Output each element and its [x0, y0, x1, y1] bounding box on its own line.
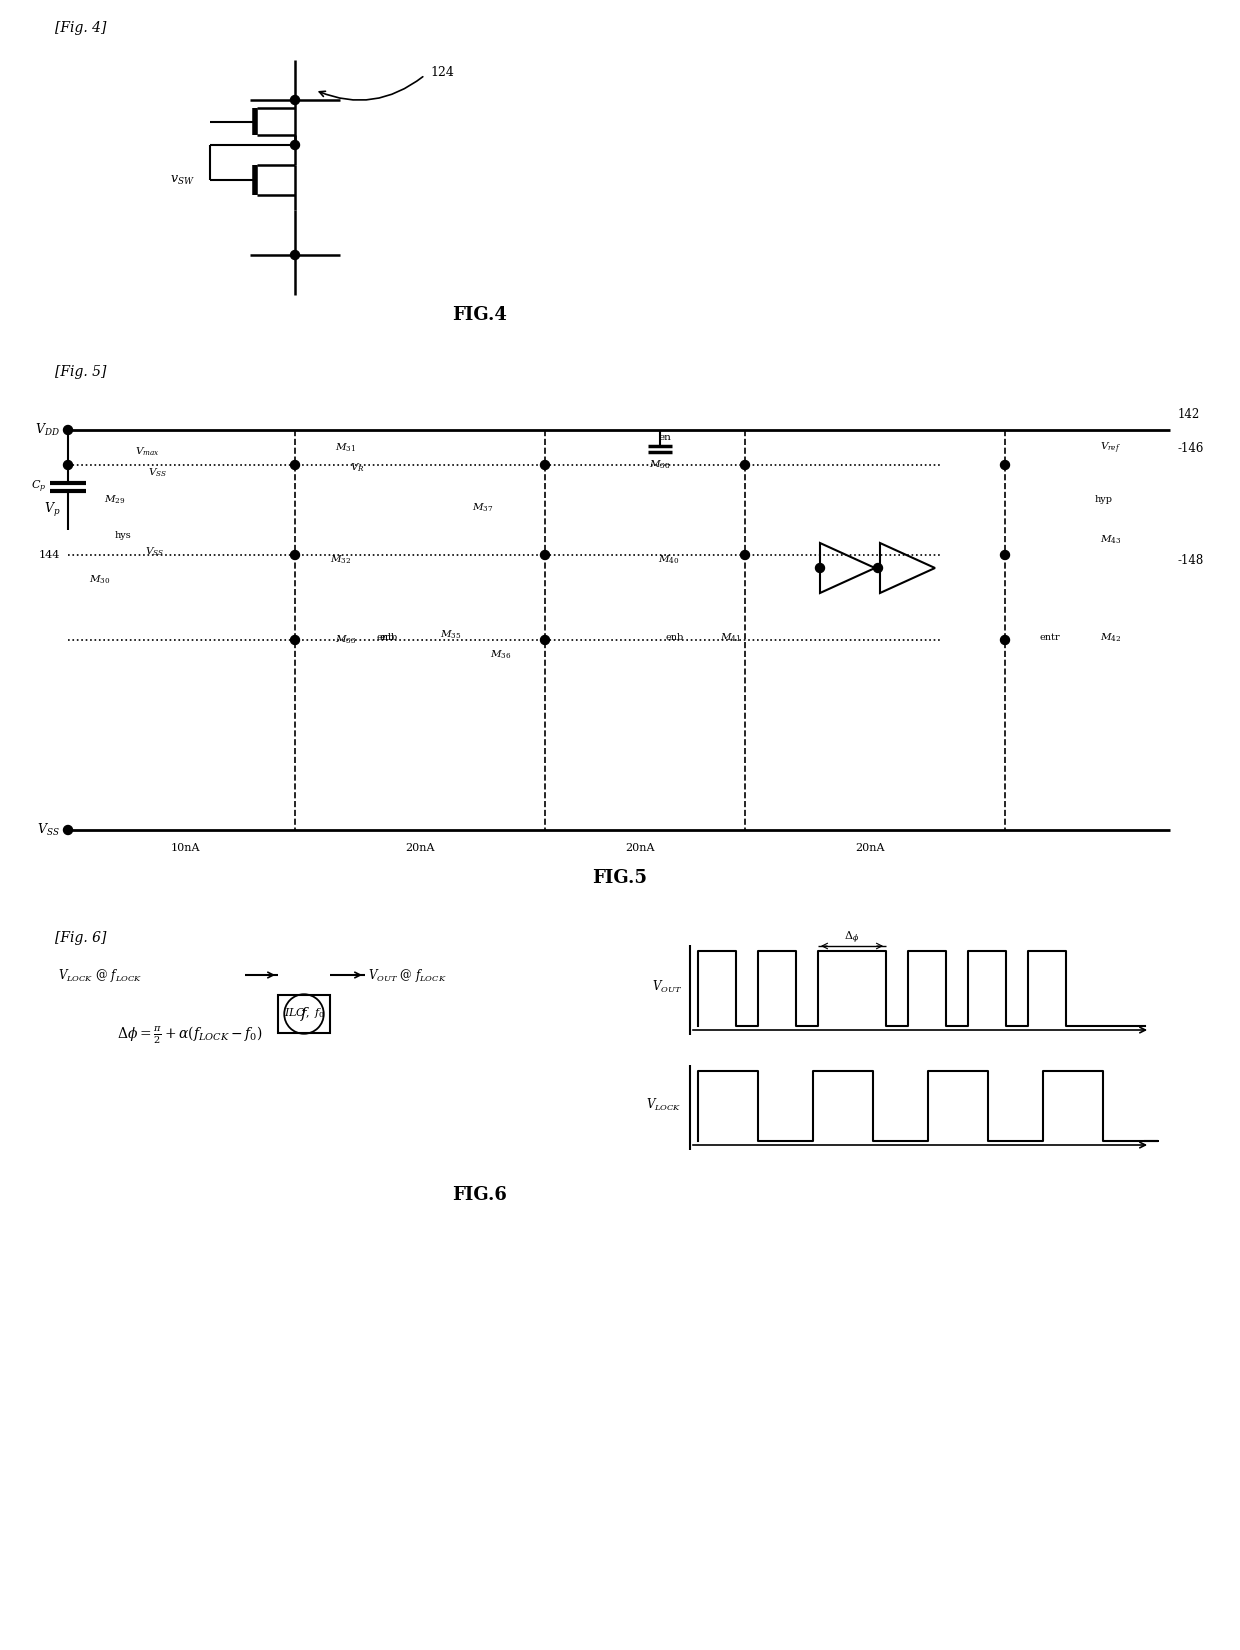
- Text: $M_{29}$: $M_{29}$: [104, 493, 125, 507]
- Text: FIG.5: FIG.5: [593, 870, 647, 888]
- Text: hyp: hyp: [1095, 495, 1114, 505]
- Bar: [278, 995, 330, 1033]
- Text: $M_{32}$: $M_{32}$: [330, 554, 351, 566]
- Circle shape: [63, 460, 72, 470]
- Text: $C_p$: $C_p$: [31, 478, 46, 495]
- Text: $V_{max}$: $V_{max}$: [135, 446, 160, 459]
- Text: -146: -146: [1178, 442, 1204, 454]
- Circle shape: [290, 635, 300, 645]
- Text: 20nA: 20nA: [625, 843, 655, 853]
- Circle shape: [541, 460, 549, 470]
- Circle shape: [541, 551, 549, 559]
- Text: $ILO,\ f_0$: $ILO,\ f_0$: [284, 1006, 325, 1020]
- Text: 124: 124: [430, 66, 454, 79]
- Text: 142: 142: [1178, 409, 1200, 421]
- Text: 10nA: 10nA: [170, 843, 200, 853]
- Text: entr: entr: [1040, 634, 1060, 642]
- Text: $V_{LOCK}\ @\ f_{LOCK}$: $V_{LOCK}\ @\ f_{LOCK}$: [58, 967, 143, 983]
- Circle shape: [1001, 460, 1009, 470]
- Text: FIG.6: FIG.6: [453, 1186, 507, 1204]
- Text: [Fig. 6]: [Fig. 6]: [55, 931, 107, 945]
- Text: $M_{42}$: $M_{42}$: [1100, 632, 1121, 644]
- Text: $V_p$: $V_p$: [43, 502, 60, 520]
- Text: $M_{37}$: $M_{37}$: [472, 502, 494, 515]
- Text: $\Delta_\phi$: $\Delta_\phi$: [844, 931, 859, 945]
- Text: $M_{40}$: $M_{40}$: [658, 554, 680, 566]
- Text: $M_{38}$: $M_{38}$: [650, 459, 671, 472]
- Circle shape: [1001, 551, 1009, 559]
- Circle shape: [63, 426, 72, 434]
- Text: $V_{DD}$: $V_{DD}$: [35, 422, 60, 437]
- Text: FIG.4: FIG.4: [453, 305, 507, 323]
- Text: hys: hys: [115, 531, 131, 540]
- Circle shape: [740, 460, 749, 470]
- Text: [Fig. 5]: [Fig. 5]: [55, 365, 107, 380]
- Circle shape: [873, 564, 883, 573]
- Text: [Fig. 4]: [Fig. 4]: [55, 21, 107, 35]
- Text: $M_{31}$: $M_{31}$: [335, 442, 356, 454]
- Text: 20nA: 20nA: [405, 843, 435, 853]
- Text: enb: enb: [377, 634, 396, 642]
- Text: 20nA: 20nA: [856, 843, 885, 853]
- Text: $M_{43}$: $M_{43}$: [1100, 533, 1121, 546]
- Circle shape: [290, 140, 300, 150]
- Text: $v_{SW}$: $v_{SW}$: [170, 173, 195, 186]
- Circle shape: [740, 551, 749, 559]
- Text: $V_{ref}$: $V_{ref}$: [1100, 441, 1121, 455]
- Text: $\Delta\phi = \frac{\pi}{2} + \alpha(f_{LOCK} - f_0)$: $\Delta\phi = \frac{\pi}{2} + \alpha(f_{…: [117, 1025, 263, 1046]
- Text: $V_{SS}$: $V_{SS}$: [148, 467, 167, 478]
- Text: en: en: [658, 434, 671, 442]
- Text: $V_{SS}$: $V_{SS}$: [145, 546, 164, 558]
- Text: $M_{35}$: $M_{35}$: [440, 629, 461, 642]
- Text: enb: enb: [379, 634, 398, 642]
- Text: $M_{30}$: $M_{30}$: [89, 574, 110, 586]
- Text: $V_{OUT}\ @\ f_{LOCK}$: $V_{OUT}\ @\ f_{LOCK}$: [368, 967, 446, 983]
- Circle shape: [290, 551, 300, 559]
- Text: 144: 144: [38, 549, 60, 559]
- Text: $V_{OUT}$: $V_{OUT}$: [652, 978, 682, 995]
- Circle shape: [290, 251, 300, 259]
- Text: f: f: [301, 1006, 306, 1021]
- Text: $V_{SS}$: $V_{SS}$: [37, 822, 60, 838]
- Circle shape: [541, 635, 549, 645]
- Text: $V_R$: $V_R$: [350, 462, 365, 474]
- Text: $M_{41}$: $M_{41}$: [720, 632, 742, 644]
- Circle shape: [1001, 635, 1009, 645]
- Text: -148: -148: [1178, 553, 1204, 566]
- Circle shape: [290, 96, 300, 104]
- Text: enb: enb: [665, 634, 683, 642]
- Text: $M_{36}$: $M_{36}$: [490, 648, 512, 662]
- Text: $V_{LOCK}$: $V_{LOCK}$: [646, 1097, 682, 1114]
- Text: $M_{33}$: $M_{33}$: [335, 634, 356, 647]
- Circle shape: [63, 825, 72, 835]
- Circle shape: [816, 564, 825, 573]
- Circle shape: [290, 460, 300, 470]
